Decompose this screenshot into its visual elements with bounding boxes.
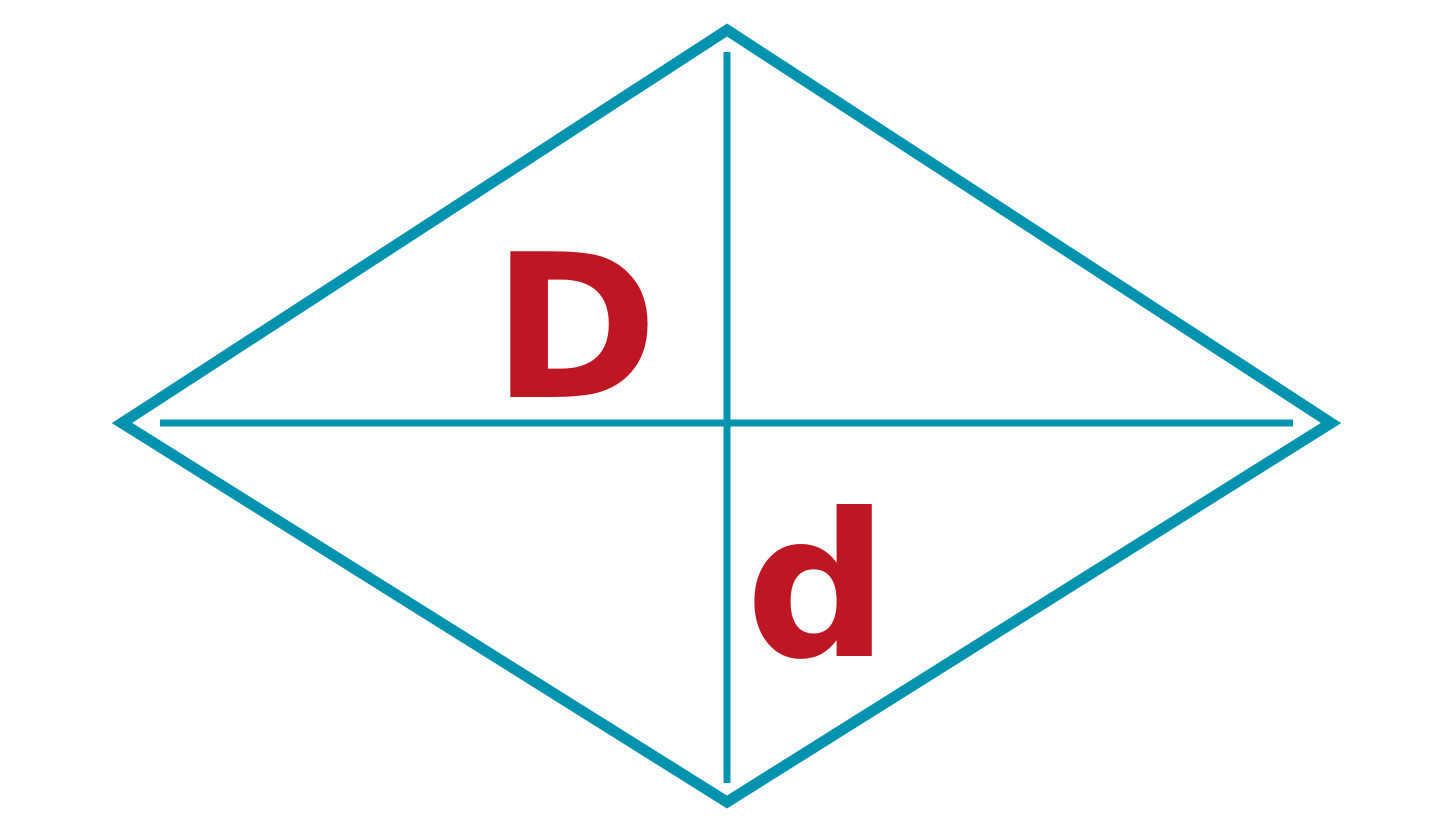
rhombus-outline [111, 23, 1342, 809]
major-diagonal-label: D [492, 212, 658, 445]
minor-diagonal-label: d [745, 471, 888, 704]
